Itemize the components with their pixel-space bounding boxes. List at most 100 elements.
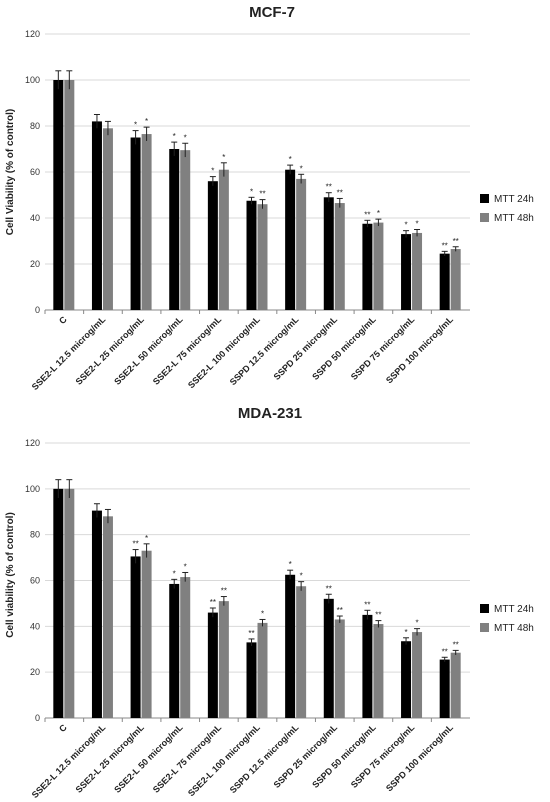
significance-label: * (222, 153, 225, 162)
legend-label-mtt-24h: MTT 24h (494, 604, 534, 615)
bar (412, 632, 423, 718)
significance-label: ** (442, 647, 448, 656)
significance-label: ** (375, 611, 381, 620)
significance-label: * (415, 619, 418, 628)
y-tick-label: 80 (30, 121, 40, 131)
x-tick-label: SSE2-L 12.5 microg/mL (30, 722, 108, 800)
significance-label: ** (453, 640, 459, 649)
mda231-chart: MDA-231 Cell viability (% of control) 0 2… (5, 405, 534, 800)
bar (207, 612, 218, 718)
bar (334, 619, 345, 718)
bar (246, 642, 257, 718)
bar (439, 659, 450, 718)
significance-label: * (173, 569, 176, 578)
bar (180, 577, 191, 718)
bar (323, 598, 334, 718)
bar (401, 234, 412, 310)
x-tick-label: SSE2-L 75 microg/mL (151, 314, 224, 387)
significance-label: ** (248, 629, 254, 638)
y-axis-label: Cell viability (% of control) (5, 512, 16, 638)
bar (296, 178, 307, 310)
legend-label-mtt-48h: MTT 48h (494, 623, 534, 634)
y-tick-label: 100 (25, 484, 40, 494)
bar (323, 197, 334, 310)
significance-label: * (184, 133, 187, 142)
significance-label: ** (259, 190, 265, 199)
chart-title: MDA-231 (238, 405, 302, 422)
bar (53, 80, 64, 310)
x-tick-label: SSPD 50 microg/mL (310, 722, 378, 790)
bar (362, 614, 373, 718)
x-tick-label: SSE2-L 12.5 microg/mL (30, 314, 108, 392)
bar (285, 574, 296, 718)
y-tick-label: 0 (35, 713, 40, 723)
bar (53, 488, 64, 718)
x-tick-label: SSE2-L 50 microg/mL (112, 722, 185, 795)
legend: MTT 24h MTT 48h (480, 604, 534, 634)
x-tick-label: SSPD 12.5 microg/mL (228, 314, 301, 387)
bar (373, 222, 384, 310)
bar (141, 550, 152, 718)
y-tick-label: 20 (30, 667, 40, 677)
y-tick-label: 80 (30, 530, 40, 540)
significance-label: * (289, 155, 292, 164)
significance-label: ** (326, 584, 332, 593)
significance-label: * (415, 220, 418, 229)
bar (257, 622, 268, 718)
bar (130, 137, 141, 310)
x-tick-label: SSPD 100 microg/mL (384, 314, 455, 385)
y-tick-label: 0 (35, 305, 40, 315)
x-tick-label: SSE2-L 50 microg/mL (112, 314, 185, 387)
bar (218, 601, 229, 718)
significance-label: * (300, 164, 303, 173)
bar (296, 586, 307, 718)
y-tick-label: 120 (25, 29, 40, 39)
x-tick-label: SSE2-L 75 microg/mL (151, 722, 224, 795)
legend-swatch-mtt-48h (480, 213, 489, 222)
significance-label: ** (210, 598, 216, 607)
x-tick-label: SSPD 12.5 microg/mL (228, 722, 301, 795)
significance-label: * (211, 167, 214, 176)
bar (246, 200, 257, 310)
bar (91, 121, 102, 311)
significance-label: * (404, 628, 407, 637)
y-tick-label: 100 (25, 75, 40, 85)
x-tick-label: SSE2-L 25 microg/mL (74, 314, 147, 387)
bar (373, 624, 384, 718)
bar (412, 232, 423, 310)
chart-title: MCF-7 (249, 4, 295, 21)
legend-swatch-mtt-24h (480, 604, 489, 613)
x-tick-label: SSE2-L 100 microg/mL (186, 722, 262, 798)
significance-label: ** (221, 587, 227, 596)
x-tick-label: SSPD 75 microg/mL (349, 722, 417, 790)
significance-label: * (261, 609, 264, 618)
significance-label: ** (364, 210, 370, 219)
significance-label: * (300, 572, 303, 581)
bar (207, 181, 218, 310)
significance-label: ** (453, 237, 459, 246)
significance-label: * (134, 121, 137, 130)
x-tick-label: SSPD 25 microg/mL (272, 314, 340, 382)
legend-label-mtt-48h: MTT 48h (494, 213, 534, 224)
x-tick-label: SSE2-L 25 microg/mL (74, 722, 147, 795)
bar (130, 556, 141, 718)
x-tick-label: C (57, 314, 69, 326)
significance-label: ** (132, 540, 138, 549)
bar (450, 249, 461, 310)
y-tick-label: 20 (30, 259, 40, 269)
bar (257, 204, 268, 310)
mcf7-chart: MCF-7 Cell Viability (% of control) 0 20 4… (5, 4, 534, 392)
bar (218, 169, 229, 310)
legend: MTT 24h MTT 48h (480, 194, 534, 224)
significance-label: * (173, 132, 176, 141)
significance-label: * (145, 534, 148, 543)
bar (439, 253, 450, 310)
bar (180, 150, 191, 310)
x-tick-label: C (57, 722, 69, 734)
bar (401, 641, 412, 718)
bar (285, 169, 296, 310)
bar (141, 134, 152, 310)
y-tick-label: 60 (30, 167, 40, 177)
